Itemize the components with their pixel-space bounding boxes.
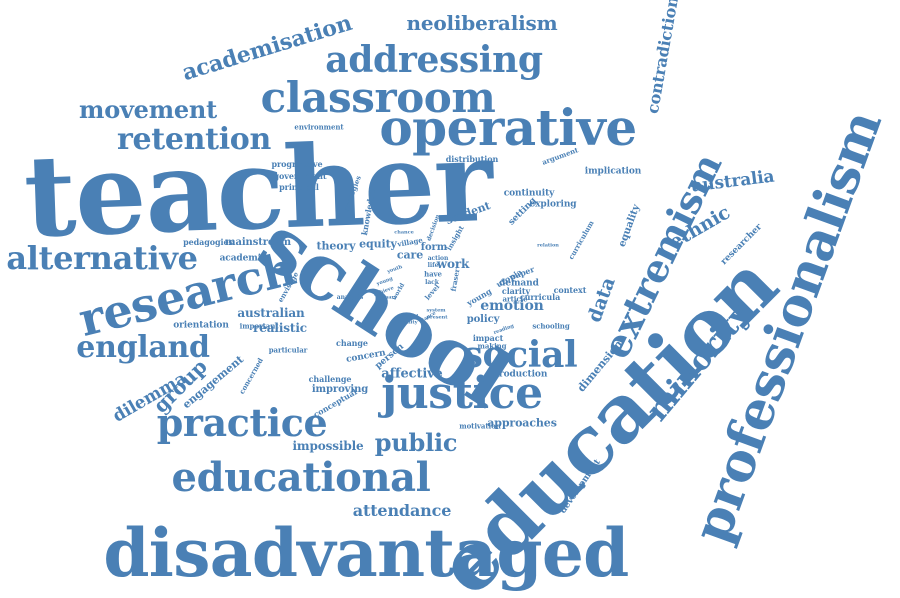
word-continuity: continuity <box>503 188 555 199</box>
word-retention: retention <box>116 122 272 157</box>
word-analysis: analysis <box>336 294 364 301</box>
word-public: public <box>374 428 458 457</box>
word-have: have <box>424 269 442 279</box>
word-mainstream: mainstream <box>224 237 292 248</box>
word-form: form <box>420 242 448 253</box>
word-orientation: orientation <box>173 320 229 331</box>
word-england: england <box>76 330 210 365</box>
word-theory: theory <box>316 239 356 253</box>
word-australian: australian <box>237 306 305 320</box>
word-demand: demand <box>499 278 539 289</box>
word-system: system <box>426 307 446 314</box>
word-article: article <box>502 294 528 304</box>
word-clarity: clarity <box>501 286 531 296</box>
word-academic: academic <box>219 253 267 264</box>
word-progressive: progressive <box>271 159 323 169</box>
word-alternative: alternative <box>6 239 198 277</box>
word-disadvantaged: disadvantaged <box>103 514 629 592</box>
word-curricula: curricula <box>519 292 561 302</box>
word-educational: educational <box>171 454 431 501</box>
word-environment: environment <box>294 122 344 132</box>
word-movement: movement <box>79 95 217 124</box>
word-present: present <box>426 314 448 321</box>
word-challenge: challenge <box>308 374 352 384</box>
word-emotion: emotion <box>480 298 544 314</box>
word-attendance: attendance <box>352 501 452 520</box>
word-classroom: classroom <box>260 73 496 122</box>
word-affective: affective <box>381 366 443 382</box>
word-neoliberalism: neoliberalism <box>406 11 558 35</box>
word-fraser: fraser <box>448 267 462 293</box>
word-impossible: impossible <box>292 439 364 453</box>
word-work: work <box>436 257 470 271</box>
word-realistic: realistic <box>253 321 307 335</box>
word-motivation: motivation <box>459 421 501 431</box>
word-relation: relation <box>537 242 559 249</box>
word-approaches: approaches <box>487 416 557 430</box>
word-social: social <box>462 334 578 376</box>
word-action: action <box>427 255 449 262</box>
word-extend: extend <box>399 313 419 320</box>
word-chance: chance <box>394 229 414 236</box>
word-equity: equity <box>359 237 397 251</box>
word-practice: practice <box>156 400 328 445</box>
word-addressing: addressing <box>325 39 543 81</box>
word-production: production <box>492 369 548 380</box>
word-pedagogies: pedagogies <box>183 237 233 247</box>
word-lack: lack <box>425 279 439 286</box>
word-government: government <box>273 171 327 181</box>
word-policy: policy <box>466 314 500 325</box>
word-impact: impact <box>472 333 504 343</box>
word-principal: principal <box>279 182 319 192</box>
word-life: life <box>427 262 439 269</box>
word-schooling: schooling <box>532 321 570 331</box>
word-justice: justice <box>381 368 543 419</box>
word-curriculum: curriculum <box>566 219 596 261</box>
word-context: context <box>553 285 587 295</box>
word-distribution: distribution <box>445 154 499 164</box>
word-primary: primary <box>375 294 397 301</box>
word-improving: improving <box>311 384 369 395</box>
word-exploring: exploring <box>529 199 577 210</box>
word-change: change <box>336 338 368 348</box>
word-operative: operative <box>379 98 637 157</box>
word-equality: equality <box>616 203 643 249</box>
word-particular: particular <box>268 345 308 355</box>
word-implication: implication <box>584 166 642 177</box>
word-setting: setting <box>506 195 539 228</box>
word-making: making <box>477 341 507 351</box>
word-care: care <box>396 248 424 262</box>
word-important: important <box>239 321 279 331</box>
word-quality: quality <box>398 319 418 326</box>
word-contradiction: contradiction <box>642 0 683 116</box>
